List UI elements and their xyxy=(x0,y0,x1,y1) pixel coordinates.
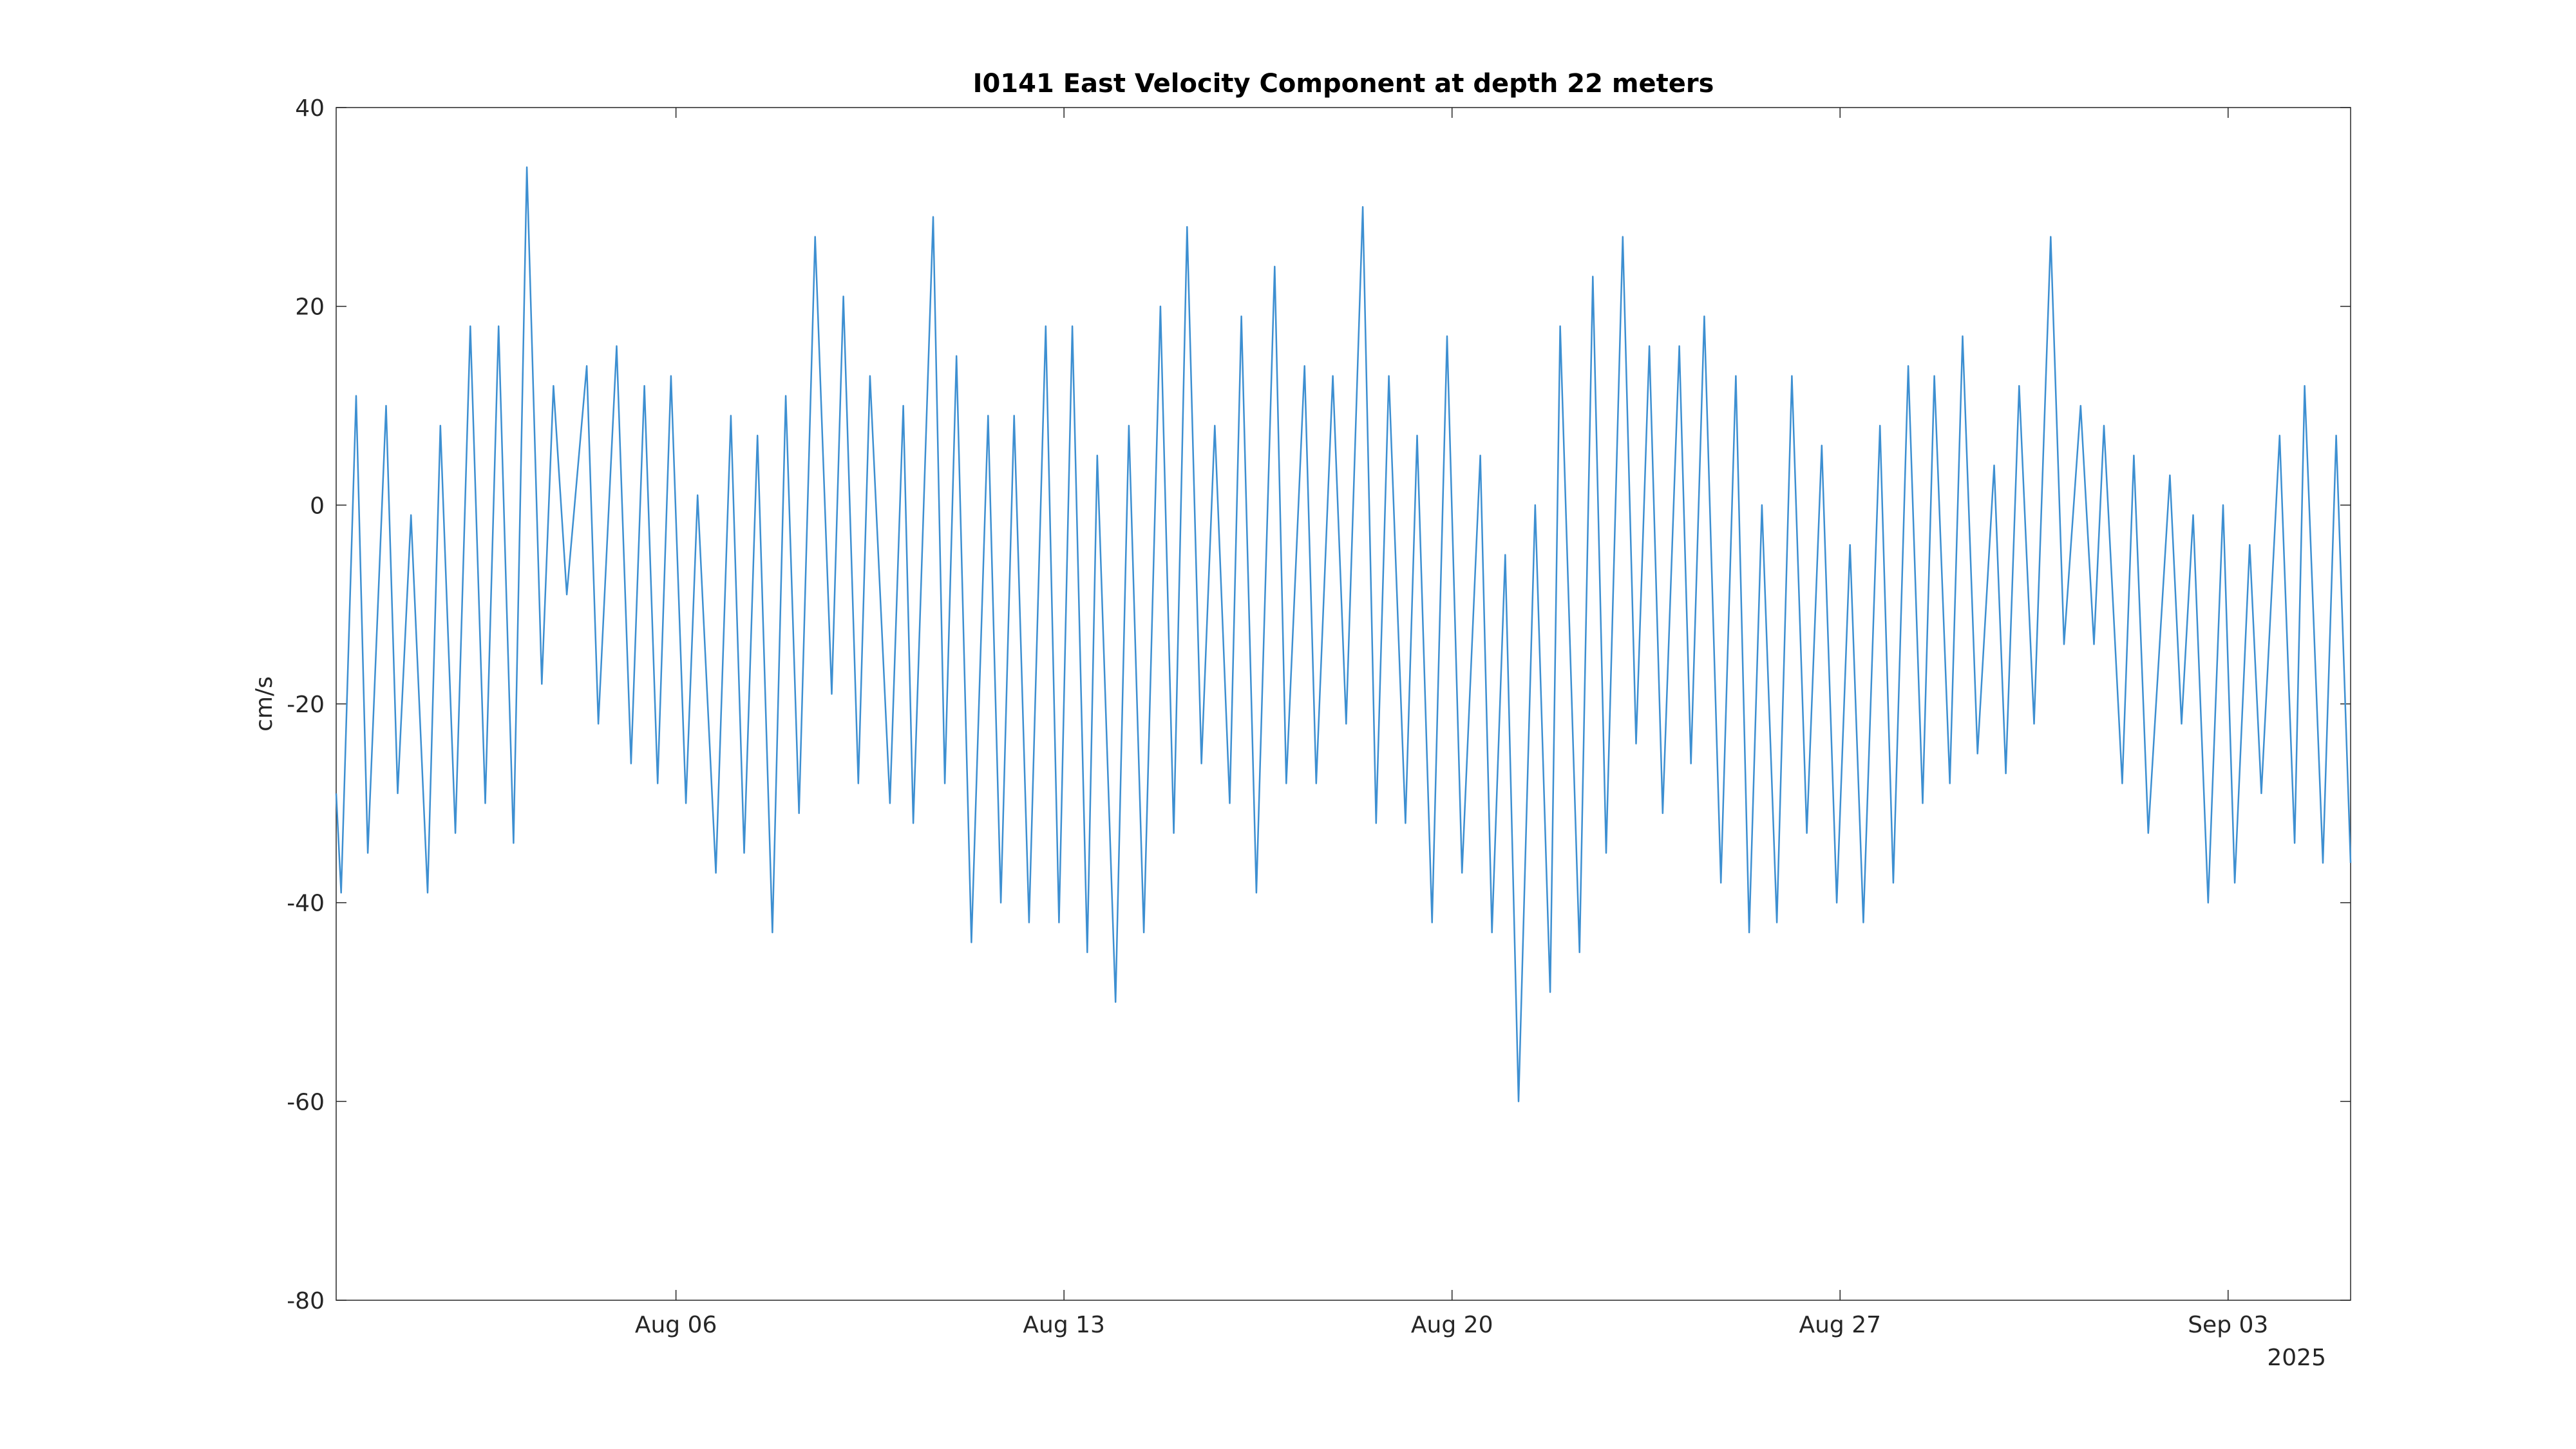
data-line xyxy=(335,166,2352,1103)
chart-title: I0141 East Velocity Component at depth 2… xyxy=(973,69,1714,99)
y-tick-label: 20 xyxy=(295,294,325,321)
x-tick-label: Sep 03 xyxy=(2188,1312,2268,1338)
y-tick-label: -20 xyxy=(287,692,325,718)
y-tick-label: -80 xyxy=(287,1288,325,1314)
y-axis-label: cm/s xyxy=(251,676,278,732)
y-tick-label: 0 xyxy=(310,493,325,519)
x-tick-label: Aug 13 xyxy=(1023,1312,1105,1338)
x-tick-label: Aug 06 xyxy=(635,1312,717,1338)
x-secondary-label: 2025 xyxy=(2267,1345,2326,1371)
y-tick-label: -40 xyxy=(287,891,325,917)
x-tick-label: Aug 20 xyxy=(1411,1312,1493,1338)
y-tick-label: 40 xyxy=(295,95,325,122)
x-tick-label: Aug 27 xyxy=(1799,1312,1881,1338)
y-tick-label: -60 xyxy=(287,1089,325,1115)
